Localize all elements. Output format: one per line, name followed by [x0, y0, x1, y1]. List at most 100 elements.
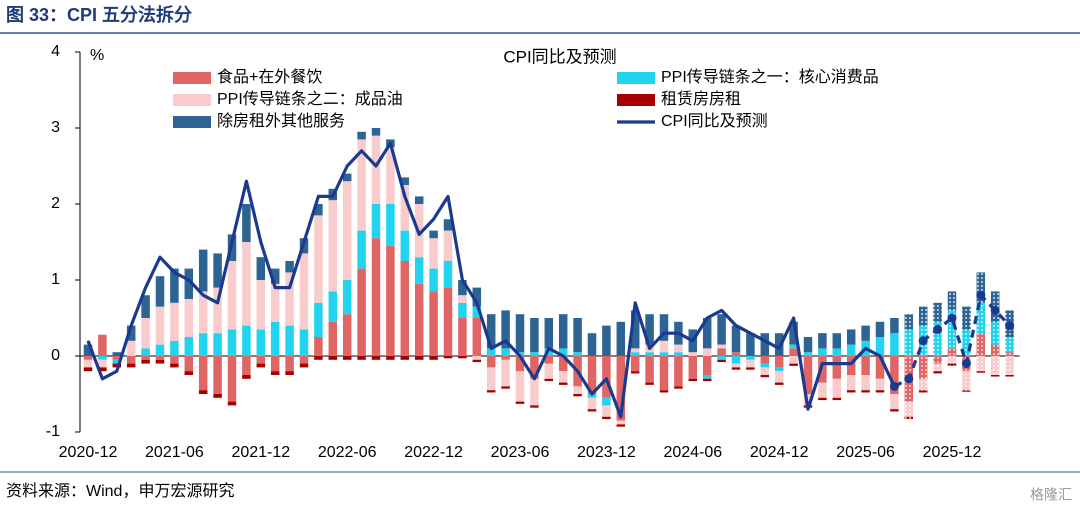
bar-segment [443, 287, 453, 356]
bar-segment [602, 405, 611, 417]
bar-segment [933, 363, 942, 372]
bar-segment [270, 283, 280, 322]
forecast-point [961, 359, 971, 369]
bar-segment [184, 268, 194, 299]
bar-segment [501, 356, 510, 360]
bar-segment [1005, 337, 1014, 353]
bar-segment [717, 359, 726, 363]
bar-segment [1005, 356, 1014, 375]
bar-segment [414, 257, 424, 284]
forecast-point [1005, 321, 1015, 331]
bar-segment [126, 356, 136, 364]
bar-segment [270, 321, 280, 356]
bar-segment [314, 204, 323, 216]
bar-segment [573, 386, 582, 394]
bar-segment [904, 401, 914, 417]
bar-segment [774, 356, 784, 368]
bar-segment [242, 325, 251, 356]
bar-segment [515, 314, 525, 353]
bar-segment [83, 359, 93, 368]
bar-segment [616, 424, 626, 427]
bar-segment [731, 363, 741, 368]
bar-segment [818, 382, 827, 398]
bar-segment [573, 394, 582, 397]
bar-segment [357, 268, 366, 356]
bar-segment [314, 302, 323, 337]
bar-segment [299, 356, 309, 364]
bar-segment [933, 371, 942, 374]
bar-segment [933, 321, 942, 356]
legend-label: 除房租外其他服务 [217, 112, 345, 130]
x-tick-label: 2025-12 [923, 444, 982, 461]
bar-segment [990, 344, 1000, 356]
bar-segment [890, 318, 899, 334]
bar-segment [630, 352, 640, 356]
bar-segment [386, 356, 395, 360]
bar-segment [314, 337, 323, 356]
bar-segment [213, 287, 222, 334]
bar-segment [458, 356, 467, 359]
bar-segment [731, 352, 741, 356]
bar-segment [486, 367, 496, 391]
bar-segment [98, 367, 107, 372]
bar-segment [832, 378, 842, 398]
bar-segment [141, 356, 150, 360]
x-tick-label: 2024-06 [663, 444, 722, 461]
bar-segment [760, 363, 770, 368]
bar-segment [98, 356, 107, 360]
bar-segment [83, 367, 93, 372]
bar-segment [155, 359, 165, 364]
y-unit: % [90, 47, 104, 64]
bar-segment [184, 337, 194, 356]
bar-segment [789, 356, 798, 364]
bar-segment [285, 261, 294, 273]
legend-swatch [617, 94, 655, 106]
bar-segment [184, 299, 194, 337]
chart-title: CPI同比及预测 [503, 47, 616, 66]
bar-segment [458, 295, 467, 303]
bar-segment [803, 337, 813, 353]
bar-segment [674, 352, 683, 356]
bar-segment [875, 356, 885, 379]
bar-segment [141, 348, 150, 356]
bar-segment [832, 333, 842, 349]
bar-segment [429, 268, 438, 292]
bar-segment [198, 291, 208, 334]
bar-segment [112, 363, 122, 368]
bar-segment [429, 230, 438, 239]
bar-segment [342, 356, 352, 360]
bar-segment [558, 314, 568, 349]
bar-segment [242, 375, 251, 379]
bar-segment [587, 356, 597, 394]
bar-segment [861, 356, 870, 375]
bar-segment [371, 135, 381, 204]
bar-segment [688, 378, 698, 382]
bar-segment [904, 329, 914, 356]
x-tick-label: 2023-12 [577, 444, 636, 461]
bar-segment [443, 219, 453, 231]
bar-segment [846, 390, 856, 393]
bar-segment [890, 333, 899, 356]
bar-segment [731, 356, 741, 364]
bar-segment [501, 310, 510, 349]
x-tick-label: 2021-06 [145, 444, 204, 461]
bar-segment [530, 405, 539, 408]
bar-segment [789, 344, 798, 349]
bar-segment [386, 147, 395, 204]
bar-segment [875, 378, 885, 391]
bar-segment [832, 397, 842, 401]
bar-segment [472, 356, 482, 360]
bar-segment [126, 363, 136, 368]
bar-segment [357, 139, 366, 231]
bar-segment [717, 344, 726, 349]
bar-segment [256, 363, 266, 368]
bar-segment [674, 386, 683, 389]
x-tick-label: 2025-06 [836, 444, 895, 461]
bar-segment [717, 314, 726, 345]
bar-segment [328, 321, 338, 356]
bar-segment [861, 390, 870, 393]
bar-segment [472, 306, 482, 318]
bar-segment [285, 272, 294, 326]
bar-segment [630, 371, 640, 374]
bar-segment [198, 390, 208, 394]
